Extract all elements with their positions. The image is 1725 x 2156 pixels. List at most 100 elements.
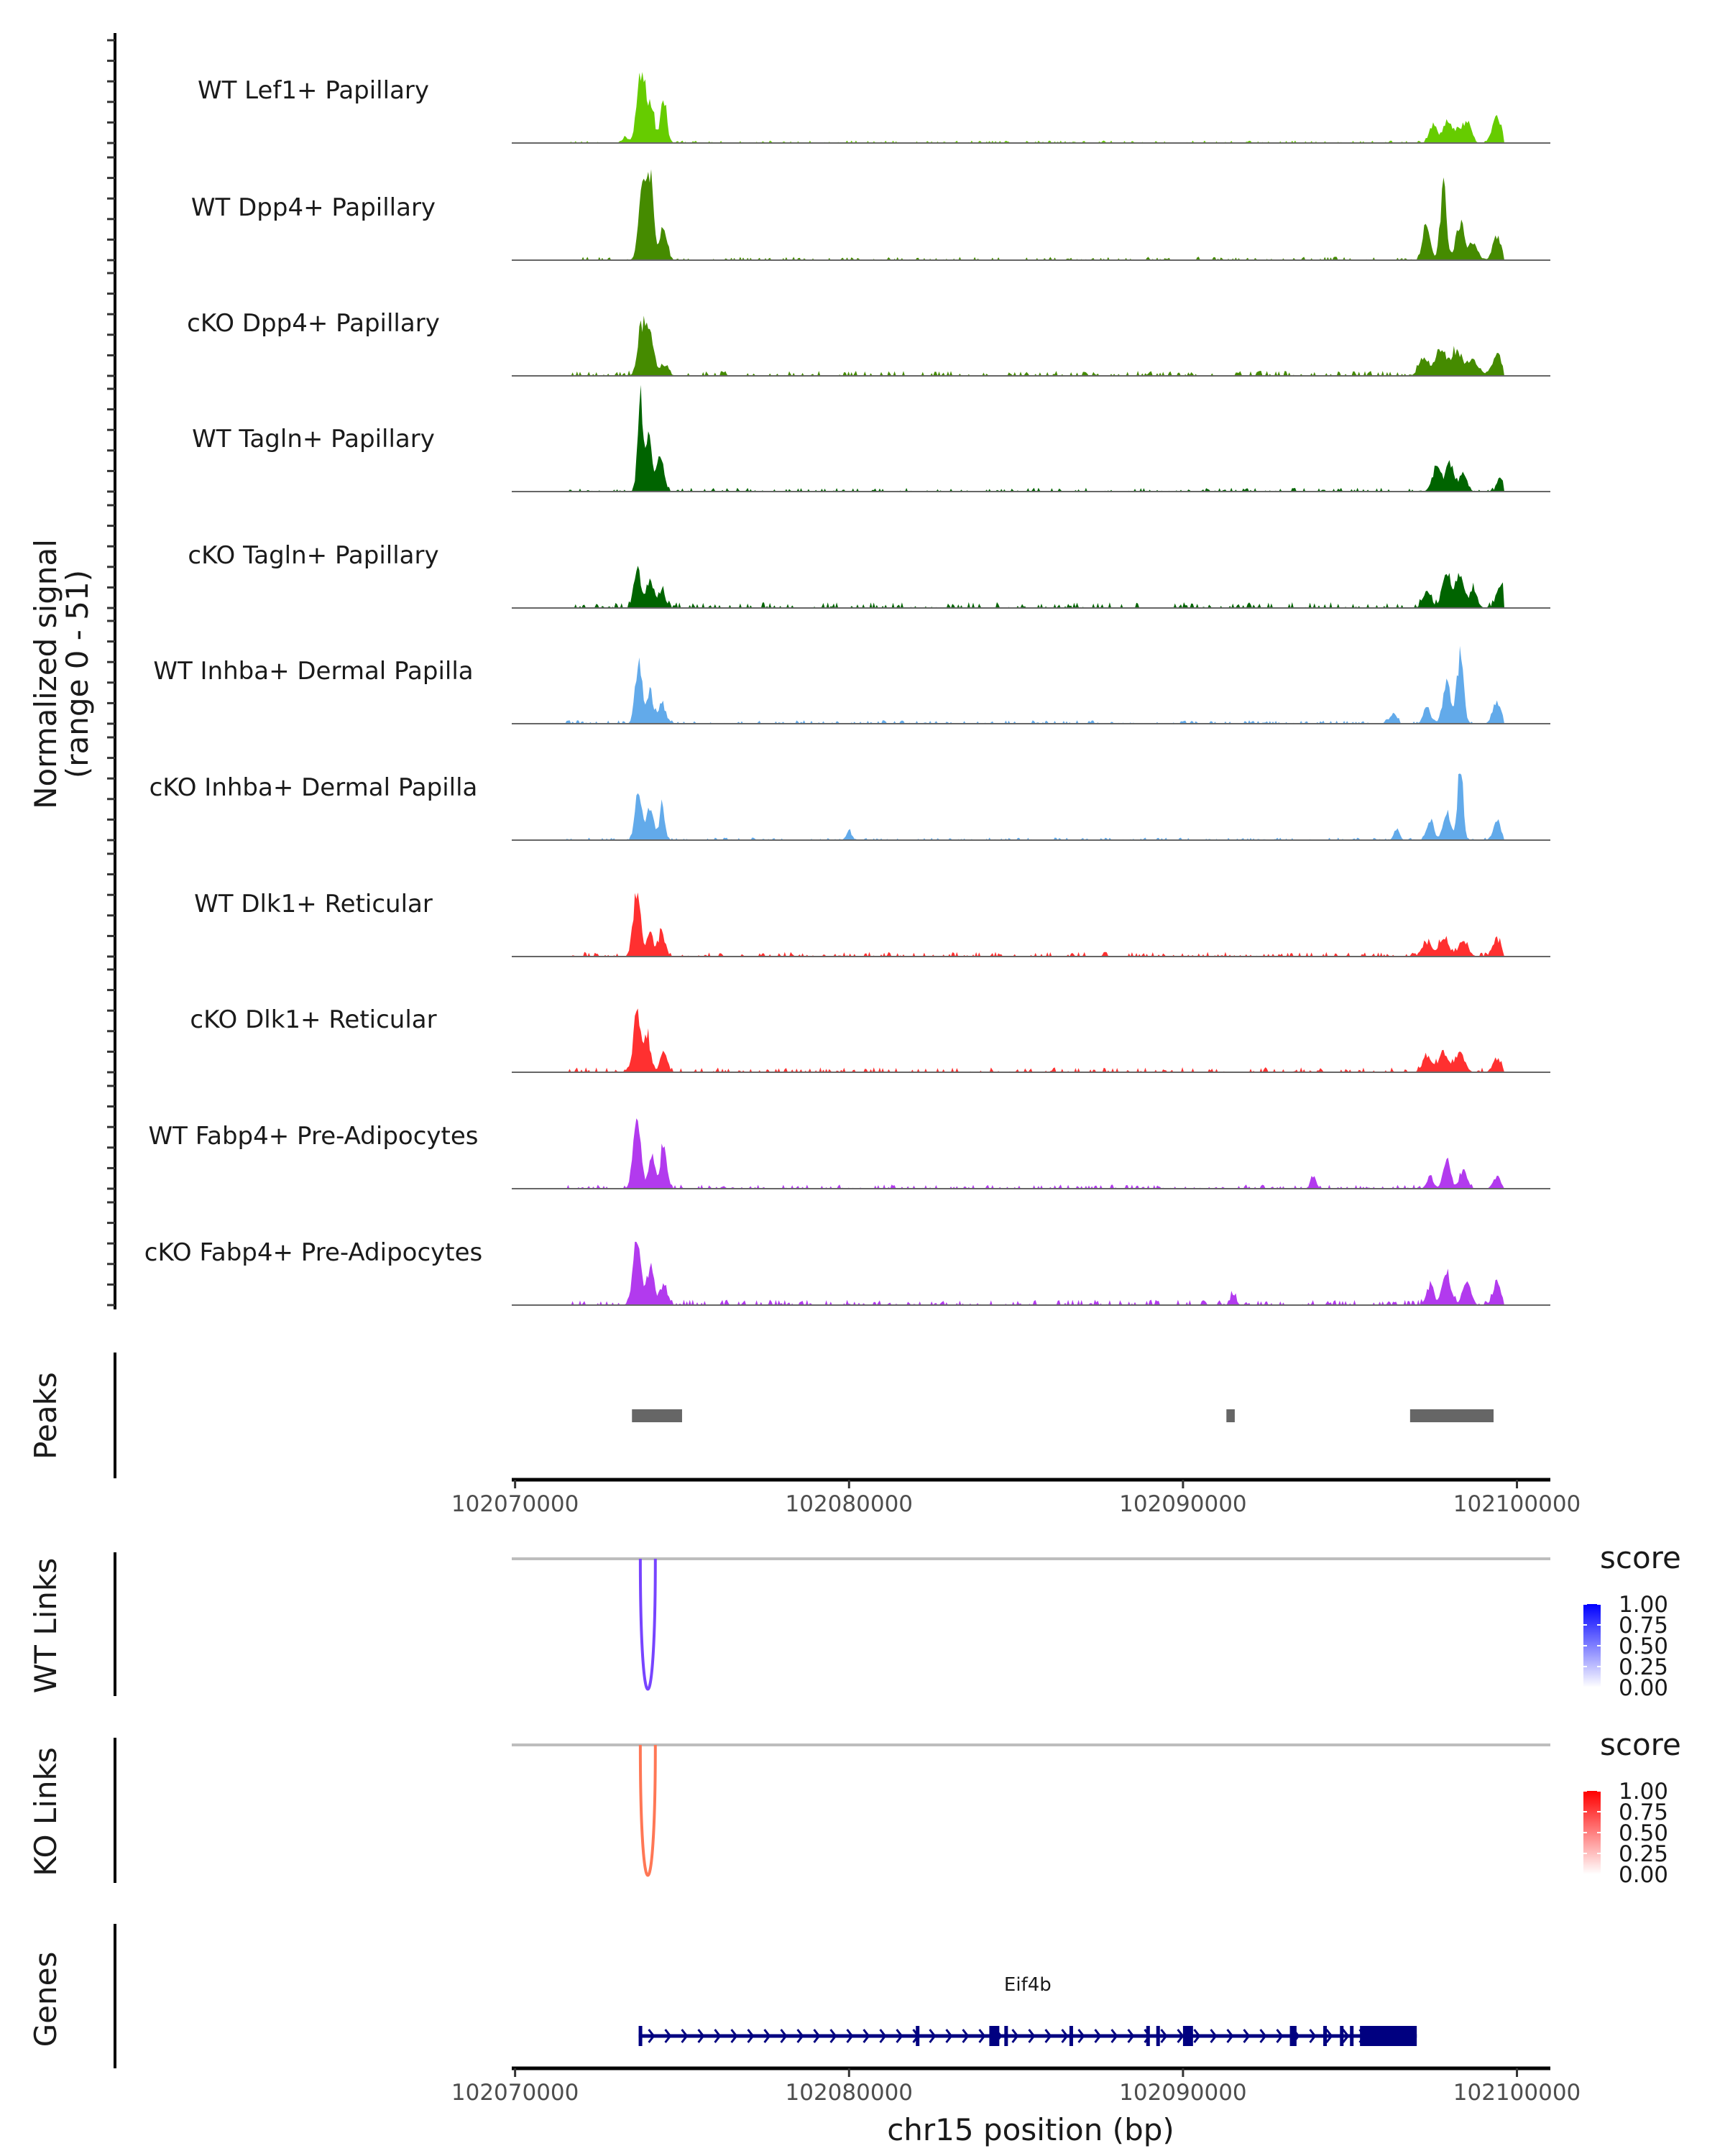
coverage-area — [512, 315, 1550, 376]
gene-exon — [1340, 2026, 1344, 2046]
strand-arrow-icon — [978, 2029, 986, 2043]
gene-exon — [638, 2026, 643, 2046]
track-label: cKO Tagln+ Papillary — [188, 541, 438, 570]
strand-arrow-icon — [1110, 2029, 1118, 2043]
track-label: cKO Dpp4+ Papillary — [187, 309, 440, 338]
strand-arrow-icon — [648, 2029, 656, 2043]
links-track — [512, 1557, 1550, 1691]
strand-arrow-icon — [730, 2029, 738, 2043]
legend-tick-label: 0.25 — [1619, 1841, 1668, 1867]
strand-arrow-icon — [681, 2029, 689, 2043]
strand-arrow-icon — [664, 2029, 672, 2043]
track-label: WT Inhba+ Dermal Papilla — [153, 657, 473, 686]
links-tracks — [512, 1557, 1550, 1877]
strand-arrow-icon — [747, 2029, 755, 2043]
legend-tick-label: 0.00 — [1619, 1862, 1668, 1888]
coverage-track: WT Lef1+ Papillary — [198, 72, 1550, 144]
legend-tick-label: 0.75 — [1619, 1800, 1668, 1825]
legend-tick-label: 0.75 — [1619, 1613, 1668, 1639]
track-label: cKO Dlk1+ Reticular — [190, 1005, 436, 1034]
links-track — [512, 1743, 1550, 1877]
coverage-y-axis — [107, 33, 116, 1309]
genes-panel-label: Genes — [28, 1952, 63, 2047]
genes-track: Eif4b — [638, 1974, 1417, 2046]
legend-tick-label: 1.00 — [1619, 1779, 1668, 1805]
strand-arrow-icon — [780, 2029, 788, 2043]
strand-arrow-icon — [1226, 2029, 1234, 2043]
strand-arrow-icon — [1177, 2029, 1184, 2043]
gene-exon — [1156, 2026, 1160, 2046]
score-legend: score 1.000.750.500.250.00 — [1583, 1727, 1681, 1888]
x-tick-label: 102090000 — [1119, 1491, 1247, 1517]
track-label: cKO Fabp4+ Pre-Adipocytes — [144, 1238, 483, 1267]
x-tick-label: 102070000 — [451, 2080, 579, 2106]
strand-arrow-icon — [1127, 2029, 1135, 2043]
gene-exon — [989, 2026, 1000, 2046]
coverage-area — [512, 1118, 1550, 1189]
gene-exon — [1289, 2026, 1297, 2046]
strand-arrow-icon — [945, 2029, 953, 2043]
coverage-area — [512, 169, 1550, 260]
coverage-track: WT Tagln+ Papillary — [192, 384, 1550, 492]
legend-tick-label: 0.50 — [1619, 1820, 1668, 1846]
strand-arrow-icon — [1011, 2029, 1019, 2043]
coverage-area — [512, 566, 1550, 608]
coverage-area — [512, 892, 1550, 957]
legend-title: score — [1600, 1540, 1681, 1575]
legend-title: score — [1600, 1727, 1681, 1762]
track-label: WT Tagln+ Papillary — [192, 425, 435, 453]
strand-arrow-icon — [714, 2029, 722, 2043]
coverage-track: WT Dpp4+ Papillary — [191, 169, 1550, 261]
strand-arrow-icon — [796, 2029, 804, 2043]
coverage-track: cKO Dpp4+ Papillary — [187, 309, 1550, 377]
gene-name-label: Eif4b — [1004, 1974, 1052, 1996]
x-tick-label: 102080000 — [786, 2080, 914, 2106]
strand-arrow-icon — [813, 2029, 821, 2043]
x-tick-label: 102090000 — [1119, 2080, 1247, 2106]
peaks-track — [632, 1409, 1494, 1422]
strand-arrow-icon — [896, 2029, 903, 2043]
score-legend: score 1.000.750.500.250.00 — [1583, 1540, 1681, 1701]
coverage-track: cKO Tagln+ Papillary — [188, 541, 1550, 609]
strand-arrow-icon — [929, 2029, 937, 2043]
strand-arrow-icon — [1259, 2029, 1267, 2043]
gene-exon — [1146, 2026, 1150, 2046]
peaks-panel-label: Peaks — [28, 1372, 63, 1460]
gene-exon — [1350, 2026, 1354, 2046]
gene-exon — [1004, 2026, 1008, 2046]
track-label: WT Dlk1+ Reticular — [194, 890, 433, 918]
legend-tick-label: 0.00 — [1619, 1675, 1668, 1701]
coverage-track: cKO Inhba+ Dermal Papilla — [150, 773, 1550, 841]
coverage-area — [512, 1241, 1550, 1305]
x-tick-label: 102100000 — [1453, 2080, 1581, 2106]
gene-exon — [1323, 2026, 1328, 2046]
coverage-track: WT Fabp4+ Pre-Adipocytes — [149, 1118, 1550, 1189]
strand-arrow-icon — [862, 2029, 870, 2043]
y-axis-title-line2: (range 0 - 51) — [60, 570, 95, 778]
x-axis-bottom: 102070000 102080000 102090000 102100000 — [451, 2066, 1581, 2106]
track-label: WT Dpp4+ Papillary — [191, 193, 436, 222]
strand-arrow-icon — [1276, 2029, 1284, 2043]
coverage-track: WT Inhba+ Dermal Papilla — [153, 645, 1550, 724]
coverage-area — [512, 384, 1550, 492]
strand-arrow-icon — [1061, 2029, 1069, 2043]
coverage-track: cKO Dlk1+ Reticular — [190, 1005, 1550, 1073]
x-axis-top: 102070000 102080000 102090000 102100000 — [451, 1478, 1581, 1517]
strand-arrow-icon — [879, 2029, 887, 2043]
legend-tick-label: 0.25 — [1619, 1654, 1668, 1680]
strand-arrow-icon — [1094, 2029, 1102, 2043]
coverage-tracks: WT Lef1+ Papillary WT Dpp4+ Papillary cKO … — [144, 72, 1550, 1306]
strand-arrow-icon — [1044, 2029, 1052, 2043]
wt-links-panel-label: WT Links — [28, 1558, 63, 1693]
peak-region — [632, 1409, 682, 1422]
gene-exon — [916, 2026, 920, 2046]
strand-arrow-icon — [846, 2029, 854, 2043]
gene-exon — [1360, 2026, 1417, 2046]
strand-arrow-icon — [1243, 2029, 1251, 2043]
strand-arrow-icon — [1309, 2029, 1317, 2043]
strand-arrow-icon — [697, 2029, 705, 2043]
link-arc — [638, 1744, 657, 1877]
x-tick-label: 102100000 — [1453, 1491, 1581, 1517]
strand-arrow-icon — [1028, 2029, 1036, 2043]
peak-region — [1226, 1409, 1235, 1422]
